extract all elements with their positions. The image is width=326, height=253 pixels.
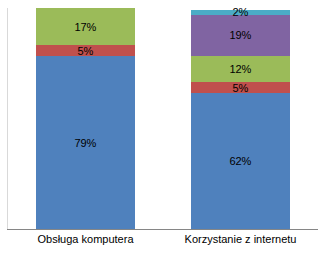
svg-text:5%: 5% (232, 82, 248, 94)
svg-text:12%: 12% (229, 63, 251, 75)
svg-text:2%: 2% (232, 6, 248, 18)
svg-text:62%: 62% (229, 155, 251, 167)
svg-text:Obsługa komputera: Obsługa komputera (38, 233, 135, 245)
svg-text:17%: 17% (74, 21, 96, 33)
svg-text:Korzystanie z internetu: Korzystanie z internetu (185, 233, 297, 245)
svg-text:79%: 79% (74, 137, 96, 149)
svg-text:5%: 5% (77, 45, 93, 57)
svg-text:19%: 19% (229, 29, 251, 41)
